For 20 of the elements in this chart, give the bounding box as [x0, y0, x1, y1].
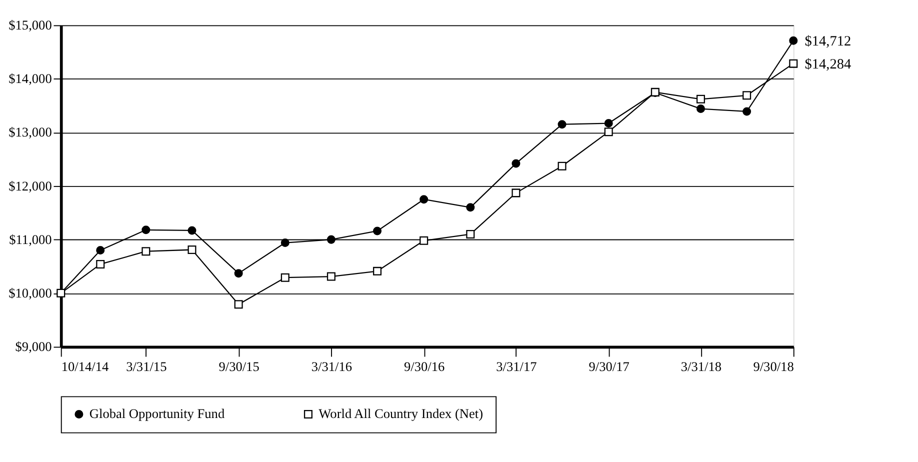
x-tick-label: 3/31/17	[496, 359, 538, 374]
x-tick-label: 3/31/15	[126, 359, 168, 374]
y-tick-label: $14,000	[8, 71, 52, 86]
y-tick-label: $15,000	[8, 17, 52, 32]
y-tick-label: $11,000	[9, 232, 52, 247]
x-tick-label: 9/30/17	[588, 359, 630, 374]
y-tick-label: $13,000	[8, 124, 52, 140]
x-tick-label: 3/31/18	[680, 359, 722, 374]
y-tick-label: $10,000	[8, 285, 52, 300]
x-tick-label: 9/30/18	[753, 359, 794, 374]
x-tick-label: 9/30/15	[218, 359, 260, 374]
x-tick-label: 10/14/14	[61, 359, 109, 374]
x-tick-label: 3/31/16	[311, 359, 352, 374]
legend-label: World All Country Index (Net)	[318, 406, 484, 422]
legend-label: Global Opportunity Fund	[89, 406, 225, 422]
x-tick-label: 9/30/16	[404, 359, 445, 374]
y-tick-label: $12,000	[8, 178, 52, 194]
data-label: $14,284	[804, 56, 852, 72]
y-tick-label: $9,000	[15, 339, 52, 354]
data-label: $14,712	[804, 33, 852, 50]
